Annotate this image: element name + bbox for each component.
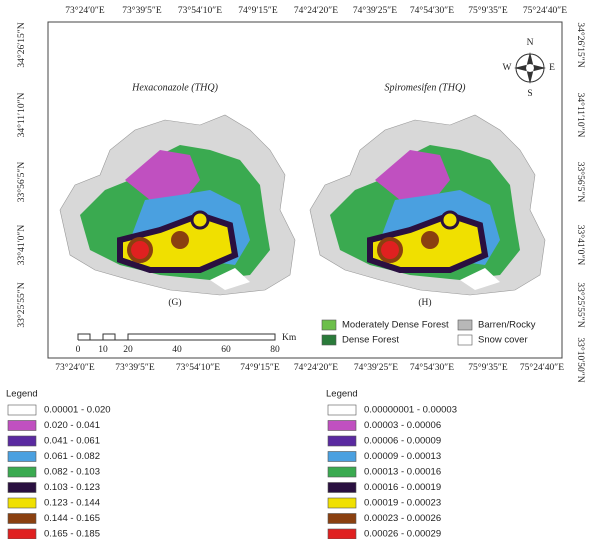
legend-swatch (7, 466, 37, 478)
legend-label: 0.00006 - 0.00009 (364, 436, 441, 447)
legend-label: 0.082 - 0.103 (44, 467, 100, 478)
legend-label: 0.020 - 0.041 (44, 420, 100, 431)
map-title: Hexaconazole (THQ) (131, 82, 218, 93)
compass-e: E (549, 63, 555, 73)
legend-label: 0.165 - 0.185 (44, 529, 100, 539)
scale-label: 60 (221, 345, 231, 355)
longitude-label: 74°24′20″E (294, 362, 338, 373)
map-title: Spiromesifen (THQ) (384, 82, 466, 93)
legend-title: Legend (6, 389, 38, 400)
latitude-label: 33°10′50″N (575, 337, 586, 382)
legend-swatch (7, 420, 37, 431)
legend-label: 0.00000001 - 0.00003 (364, 405, 457, 416)
scale-label: 0 (76, 345, 81, 355)
latitude-label: 33°56′5″N (16, 162, 27, 203)
legend-swatch (7, 528, 37, 539)
legend-swatch (327, 435, 357, 447)
legend-label: 0.00026 - 0.00029 (364, 529, 441, 539)
legend-swatch (7, 513, 37, 524)
legend-swatch (327, 528, 357, 539)
land-cover-swatch (321, 334, 337, 346)
longitude-label: 74°9′15″E (240, 362, 280, 373)
land-cover-swatch (321, 319, 337, 331)
latitude-label: 33°41′0″N (575, 225, 586, 266)
latitude-label: 33°56′5″N (575, 162, 586, 203)
legend-label: 0.041 - 0.061 (44, 436, 100, 447)
legend-label: 0.00013 - 0.00016 (364, 467, 441, 478)
panel-label: (G) (168, 297, 181, 308)
scale-bar (77, 333, 276, 341)
land-cover-swatch (457, 319, 473, 331)
legend-label: 0.00023 - 0.00026 (364, 513, 441, 524)
scale-label: 20 (123, 345, 133, 355)
longitude-label: 73°39′5″E (122, 5, 162, 16)
land-cover-label: Moderately Dense Forest (342, 320, 449, 331)
scale-label: 40 (172, 345, 182, 355)
land-cover-label: Dense Forest (342, 335, 399, 346)
latitude-label: 34°26′15″N (16, 22, 27, 67)
longitude-label: 74°24′20″E (294, 5, 338, 16)
longitude-label: 75°9′35″E (468, 362, 508, 373)
labels: 73°24′0″E 73°39′5″E 73°54′10″E 74°9′15″E 74°… (6, 5, 586, 539)
legend-label: 0.00016 - 0.00019 (364, 482, 441, 493)
scale-unit: Km (282, 333, 297, 343)
latitude-label: 33°25′55″N (575, 282, 586, 327)
compass-s: S (527, 89, 532, 99)
latitude-label: 34°11′10″N (575, 93, 586, 138)
legend-label: 0.123 - 0.144 (44, 498, 100, 509)
longitude-label: 73°24′0″E (55, 362, 95, 373)
compass (514, 52, 546, 84)
longitude-label: 74°39′25″E (353, 5, 397, 16)
latitude-label: 33°41′0″N (16, 225, 27, 266)
legend-swatch (327, 404, 357, 416)
compass-w: W (503, 63, 512, 73)
legend-label: 0.00001 - 0.020 (44, 405, 111, 416)
longitude-label: 74°54′30″E (410, 362, 454, 373)
latitude-label: 33°25′55″N (16, 282, 27, 327)
legend-swatch (7, 404, 37, 416)
longitude-label: 74°39′25″E (354, 362, 398, 373)
legend-swatch (327, 513, 357, 524)
legend-swatch (327, 497, 357, 509)
longitude-label: 75°9′35″E (468, 5, 508, 16)
longitude-label: 73°54′10″E (176, 362, 220, 373)
scale-label: 10 (98, 345, 108, 355)
legend-label: 0.00003 - 0.00006 (364, 420, 441, 431)
longitude-label: 74°54′30″E (410, 5, 454, 16)
land-cover-label: Snow cover (478, 335, 528, 346)
legend-label: 0.061 - 0.082 (44, 451, 100, 462)
legend-swatch (327, 466, 357, 478)
latitude-label: 34°11′10″N (16, 92, 27, 137)
panel-label: (H) (418, 297, 431, 308)
legend-swatch (7, 451, 37, 462)
longitude-label: 73°39′5″E (115, 362, 155, 373)
scale-label: 80 (270, 345, 280, 355)
legend-swatch (327, 482, 357, 493)
longitude-label: 74°9′15″E (238, 5, 278, 16)
legend-label: 0.144 - 0.165 (44, 513, 100, 524)
legend-swatch (7, 497, 37, 509)
legend-label: 0.00019 - 0.00023 (364, 498, 441, 509)
longitude-label: 75°24′40″E (523, 5, 567, 16)
longitude-label: 73°24′0″E (65, 5, 105, 16)
latitude-label: 34°26′15″N (575, 22, 586, 67)
legend-swatch (7, 435, 37, 447)
legend-swatch (7, 482, 37, 493)
longitude-label: 73°54′10″E (178, 5, 222, 16)
compass-n: N (527, 38, 534, 48)
longitude-label: 75°24′40″E (520, 362, 564, 373)
legend-label: 0.00009 - 0.00013 (364, 451, 441, 462)
land-cover-label: Barren/Rocky (478, 320, 536, 331)
legend-swatch (327, 420, 357, 431)
legend-swatch (327, 451, 357, 462)
legend-label: 0.103 - 0.123 (44, 482, 100, 493)
legend-title: Legend (326, 389, 358, 400)
land-cover-swatch (457, 334, 473, 346)
